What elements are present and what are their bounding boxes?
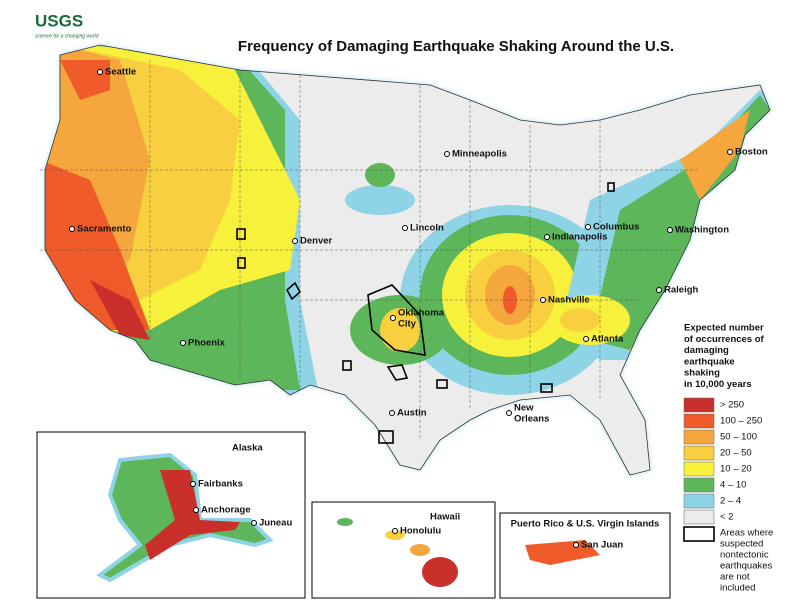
city-dot (540, 297, 546, 303)
city-label: Washington (675, 225, 729, 236)
legend-title: shaking (684, 368, 720, 379)
city-dot (544, 234, 550, 240)
legend-swatch (683, 477, 715, 493)
legend-swatch (683, 429, 715, 445)
city-label: Raleigh (664, 285, 699, 296)
legend-note: Areas where (720, 528, 773, 539)
city-label: Columbus (593, 222, 639, 233)
nontectonic-swatch (683, 526, 715, 542)
island (410, 544, 430, 556)
legend-label: < 2 (720, 512, 733, 523)
city-label: Oklahoma (398, 308, 445, 319)
legend-swatch (683, 445, 715, 461)
city-label: Fairbanks (198, 479, 243, 490)
legend-label: 20 – 50 (720, 448, 752, 459)
legend-note: are not (720, 572, 750, 583)
city-label: Indianapolis (552, 232, 607, 243)
legend-note: nontectonic (720, 550, 769, 561)
city-label: New (514, 403, 534, 414)
legend-swatch (683, 397, 715, 413)
legend-title: in 10,000 years (684, 379, 752, 390)
city-dot (180, 340, 186, 346)
inset-title: Hawaii (430, 512, 460, 523)
legend-label: 2 – 4 (720, 496, 741, 507)
city-dot (389, 410, 395, 416)
legend-swatch (683, 493, 715, 509)
inset-title: Puerto Rico & U.S. Virgin Islands (511, 519, 660, 530)
alaska-high (145, 470, 240, 560)
city-dot (190, 481, 196, 487)
city-label: Lincoln (410, 223, 444, 234)
city-label: Nashville (548, 295, 590, 306)
city-dot (506, 410, 512, 416)
island (422, 557, 458, 587)
city-label: Orleans (514, 414, 549, 425)
legend-label: 100 – 250 (720, 416, 762, 427)
city-label: Phoenix (188, 338, 226, 349)
us-outline (44, 44, 771, 476)
inset-title: Alaska (232, 443, 263, 454)
legend-swatch (683, 413, 715, 429)
legend-label: 50 – 100 (720, 432, 757, 443)
legend-title: Expected number (684, 323, 764, 334)
city-dot (667, 227, 673, 233)
city-label: Juneau (259, 518, 292, 529)
hawaii-inset (311, 501, 496, 599)
city-dot (585, 224, 591, 230)
island (385, 530, 405, 540)
island (337, 518, 353, 526)
city-label: Denver (300, 236, 333, 247)
city-dot (392, 528, 398, 534)
city-dot (69, 226, 75, 232)
legend-note: suspected (720, 539, 763, 550)
city-dot (573, 542, 579, 548)
city-dot (444, 151, 450, 157)
city-label: City (398, 319, 417, 330)
city-label: Boston (735, 147, 768, 158)
city-dot (292, 238, 298, 244)
legend-title: earthquake (684, 356, 735, 367)
city-label: Anchorage (201, 505, 251, 516)
legend-note: earthquakes (720, 561, 773, 572)
city-label: Honolulu (400, 526, 441, 537)
tagline: science for a changing world (35, 33, 99, 39)
legend-label: 4 – 10 (720, 480, 746, 491)
state-lines (40, 60, 700, 440)
city-label: Minneapolis (452, 149, 507, 160)
legend-note: included (720, 583, 755, 594)
city-dot (251, 520, 257, 526)
city-dot (727, 149, 733, 155)
title: Frequency of Damaging Earthquake Shaking… (238, 38, 674, 55)
legend-swatch (683, 461, 715, 477)
legend-label: 10 – 20 (720, 464, 752, 475)
city-label: San Juan (581, 540, 623, 551)
city-label: Seattle (105, 67, 136, 78)
city-dot (656, 287, 662, 293)
legend-swatch (683, 509, 715, 525)
legend-title: of occurrences of (684, 334, 765, 345)
logo: USGS (35, 11, 83, 30)
city-label: Austin (397, 408, 427, 419)
legend-label: > 250 (720, 400, 744, 411)
legend-title: damaging (684, 345, 729, 356)
city-label: Sacramento (77, 224, 132, 235)
city-dot (583, 336, 589, 342)
city-label: Atlanta (591, 334, 624, 345)
city-dot (402, 225, 408, 231)
city-dot (390, 315, 396, 321)
nontectonic-areas (236, 182, 615, 444)
city-dot (97, 69, 103, 75)
city-dot (193, 507, 199, 513)
puerto-rico-shape (525, 540, 600, 565)
